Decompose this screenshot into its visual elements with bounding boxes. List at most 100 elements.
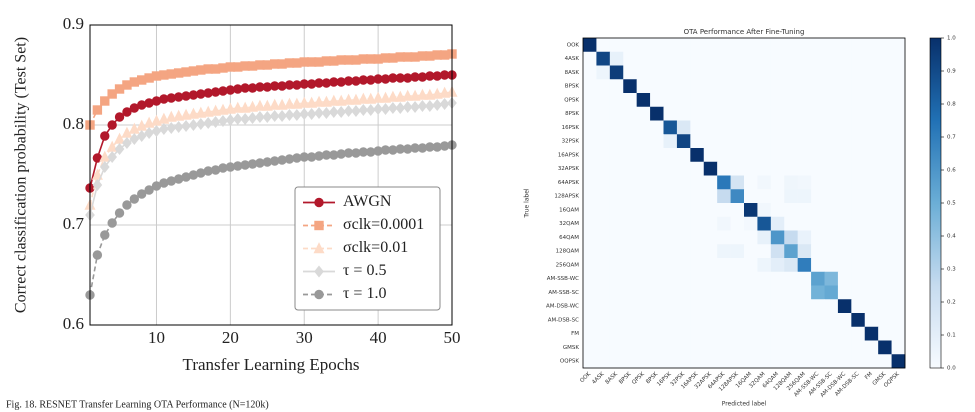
heatmap-cell <box>583 175 597 190</box>
heatmap-cell <box>891 65 906 80</box>
heatmap-cell <box>703 285 718 300</box>
heatmap-cell <box>623 51 637 66</box>
heatmap-cell <box>583 93 597 108</box>
heatmap-cell <box>636 38 651 53</box>
heatmap-cell <box>770 106 785 121</box>
heatmap-cell <box>583 258 597 273</box>
heatmap-cell <box>744 285 758 300</box>
heatmap-cell <box>824 285 839 300</box>
heatmap-cell <box>824 244 839 259</box>
marker <box>122 107 132 117</box>
marker <box>313 95 325 107</box>
heatmap-cell <box>878 93 892 108</box>
marker <box>358 104 369 116</box>
marker <box>188 119 199 131</box>
heatmap-cell <box>824 106 839 121</box>
heatmap-title: OTA Performance After Fine-Tuning <box>684 28 805 36</box>
heatmap-cell <box>596 161 611 176</box>
marker <box>350 93 362 105</box>
heatmap-cell <box>891 189 906 204</box>
heatmap-cell <box>583 354 597 369</box>
marker <box>372 91 384 103</box>
heatmap-cell <box>797 79 812 94</box>
heatmap-cell <box>676 313 691 328</box>
heatmap-cell <box>663 175 678 190</box>
heatmap-cell <box>770 161 785 176</box>
heatmap-cell <box>864 120 879 135</box>
heatmap-cell <box>623 271 637 286</box>
heatmap-cell <box>636 285 651 300</box>
heatmap-cell <box>824 313 839 328</box>
heatmap-cell <box>811 161 825 176</box>
heatmap-cell <box>583 51 597 66</box>
heatmap-cell <box>851 230 866 245</box>
heatmap-frame <box>582 37 906 369</box>
heatmap-cell <box>837 65 852 80</box>
heatmap-cell <box>690 354 705 369</box>
heatmap-cell <box>609 79 624 94</box>
heatmap-cell <box>636 65 651 80</box>
heatmap-cell <box>663 93 678 108</box>
heatmap-cell <box>717 313 731 328</box>
heatmap-cell <box>878 175 892 190</box>
heatmap-cell <box>703 134 718 149</box>
heatmap-cell <box>811 244 825 259</box>
heatmap-cell <box>676 340 691 355</box>
marker <box>240 113 250 125</box>
heatmap-cell <box>824 120 839 135</box>
heatmap-cell <box>891 285 906 300</box>
marker <box>395 102 406 114</box>
colorbar-label: 0.9 <box>947 69 956 75</box>
heatmap-cell <box>784 230 798 245</box>
heatmap-cell <box>811 258 825 273</box>
heatmap-cell <box>744 175 758 190</box>
heatmap-cell <box>703 258 718 273</box>
heatmap-cell <box>623 175 637 190</box>
heatmap-cell <box>744 79 758 94</box>
heatmap-cell <box>636 313 651 328</box>
heatmap-cell <box>824 38 839 53</box>
heatmap-cell <box>663 106 678 121</box>
heatmap-cell <box>596 340 611 355</box>
heatmap-cell <box>864 65 879 80</box>
heatmap-cell <box>583 203 597 218</box>
marker <box>173 121 184 133</box>
heatmap-cell <box>676 354 691 369</box>
heatmap-cell <box>851 340 866 355</box>
heatmap-cell <box>891 51 906 66</box>
heatmap-cell <box>730 175 745 190</box>
heatmap-cell <box>837 203 852 218</box>
heatmap-cell <box>583 65 597 80</box>
heatmap-cell <box>878 244 892 259</box>
heatmap-cell <box>650 120 664 135</box>
heatmap-cell <box>636 148 651 163</box>
heatmap-cell <box>717 65 731 80</box>
marker <box>284 109 295 121</box>
marker <box>225 114 236 126</box>
heatmap-cell <box>784 258 798 273</box>
column-label: 8ASK <box>605 371 620 386</box>
heatmap-cell <box>797 148 812 163</box>
column-label: QPSK <box>631 371 646 386</box>
heatmap-cell <box>663 271 678 286</box>
marker <box>92 250 103 260</box>
column-label: 4ASK <box>591 371 606 386</box>
heatmap-cell <box>797 271 812 286</box>
heatmap-cell <box>690 189 705 204</box>
heatmap-cell <box>676 65 691 80</box>
marker <box>195 118 206 130</box>
marker <box>180 108 192 120</box>
heatmap-cell <box>676 216 691 231</box>
row-label: 128APSK <box>554 194 579 200</box>
x-axis-label: Transfer Learning Epochs <box>183 355 360 374</box>
marker <box>402 101 413 113</box>
heatmap-cell <box>784 79 798 94</box>
heatmap-cell <box>864 258 879 273</box>
heatmap-cell <box>609 148 624 163</box>
heatmap-cell <box>770 120 785 135</box>
heatmap-cell <box>757 230 772 245</box>
row-label: QPSK <box>564 97 579 103</box>
heatmap-cell <box>837 340 852 355</box>
heatmap-cell <box>730 313 745 328</box>
marker <box>218 115 228 127</box>
